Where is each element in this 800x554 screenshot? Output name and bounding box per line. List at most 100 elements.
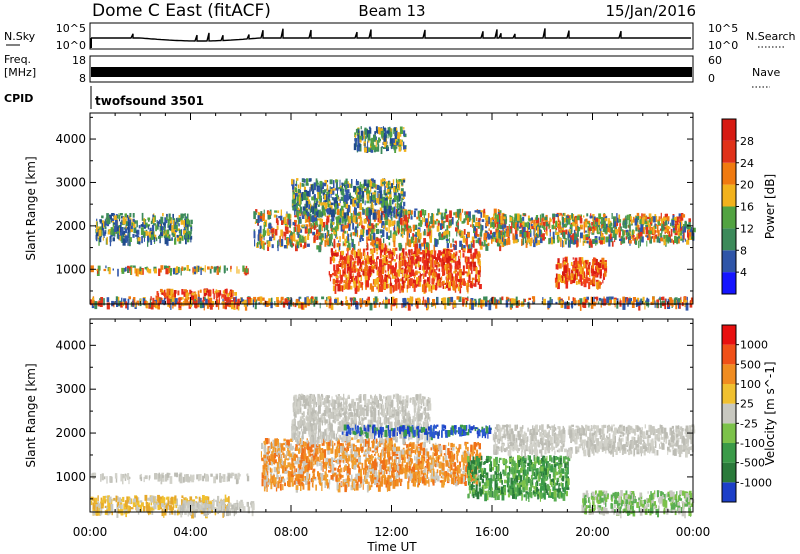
power-cell [639, 219, 643, 225]
power-cell [383, 277, 386, 280]
power-cell [228, 297, 231, 302]
power-cell [381, 129, 385, 133]
power-cell [181, 297, 184, 300]
power-cell [427, 266, 431, 270]
power-cell [389, 191, 392, 198]
power-cell [300, 243, 302, 248]
power-cell [171, 230, 175, 236]
power-cell [323, 182, 327, 187]
power-cell [318, 224, 322, 233]
power-cell [348, 194, 351, 200]
power-cell [423, 280, 426, 287]
power-cell [394, 132, 398, 136]
power-cell [570, 262, 573, 266]
power-cell [477, 270, 481, 278]
power-cell [437, 208, 440, 214]
power-cell [408, 213, 410, 219]
power-cell [368, 212, 370, 219]
power-cell [213, 293, 215, 300]
velocity-cell [165, 474, 168, 482]
power-cell [379, 128, 383, 131]
power-cell [370, 186, 372, 192]
power-cell [322, 202, 326, 206]
power-cell [455, 273, 457, 277]
power-cell [160, 232, 164, 237]
power-cell [392, 220, 395, 227]
power-cell [486, 238, 488, 243]
power-cell [634, 239, 638, 245]
power-cell [584, 221, 588, 228]
power-cell [367, 268, 368, 271]
power-cell [433, 250, 437, 257]
power-cell [254, 221, 256, 224]
power-cell [290, 231, 293, 235]
power-cell [461, 271, 465, 276]
power-cell [320, 188, 322, 194]
power-cell [222, 298, 224, 304]
power-cell [630, 298, 632, 304]
power-cell [567, 218, 571, 225]
power-cell [267, 244, 270, 251]
power-cell [442, 297, 446, 303]
power-cell [367, 217, 370, 225]
power-cell [115, 227, 119, 234]
power-cell [190, 291, 193, 294]
power-cell [602, 239, 605, 244]
power-cell [414, 237, 418, 243]
power-cell [412, 283, 414, 289]
velocity-cell [91, 475, 93, 478]
power-cell [281, 301, 283, 304]
power-cell [385, 181, 388, 188]
power-cell [147, 225, 149, 230]
power-cell [522, 226, 526, 235]
power-cell [355, 180, 359, 186]
power-cell [422, 265, 424, 271]
power-cell [169, 269, 172, 276]
power-cell [402, 196, 405, 199]
power-cell [407, 241, 410, 246]
power-cell [445, 250, 449, 258]
power-cell [534, 237, 538, 244]
power-cell [230, 265, 232, 270]
power-cell [384, 302, 388, 309]
power-cell [339, 274, 342, 279]
power-cell [423, 218, 426, 223]
power-cell [349, 192, 351, 196]
power-cell [556, 234, 560, 240]
power-cell [408, 259, 411, 265]
power-cell [635, 227, 638, 232]
power-cell [587, 220, 589, 224]
power-cell [381, 221, 385, 228]
power-cell [583, 221, 585, 230]
power-cell [390, 230, 392, 238]
power-cell [145, 301, 149, 309]
power-cell [434, 239, 438, 247]
power-cell [394, 230, 398, 236]
power-cell [454, 256, 457, 263]
power-cell [596, 299, 598, 305]
power-cell [128, 266, 132, 271]
power-cell [298, 301, 301, 309]
power-cell [666, 226, 670, 233]
power-cell [428, 217, 429, 225]
power-cell [335, 193, 337, 197]
power-cell [390, 131, 392, 140]
power-cell [375, 279, 379, 285]
power-cell [648, 218, 652, 223]
power-cell [167, 224, 169, 228]
power-scatter-cells [90, 126, 696, 311]
power-cell [506, 226, 508, 232]
velocity-cell [106, 476, 108, 484]
power-cell [657, 230, 660, 236]
power-cell [468, 216, 471, 222]
power-cell [562, 303, 564, 307]
power-cell [541, 213, 545, 221]
power-cell [391, 250, 393, 254]
power-cell [467, 280, 470, 287]
power-cell [410, 210, 413, 215]
velocity-cell [215, 475, 218, 480]
power-cell [360, 126, 362, 130]
power-cell [379, 238, 382, 246]
power-cell [386, 275, 389, 278]
power-cell [636, 212, 640, 216]
